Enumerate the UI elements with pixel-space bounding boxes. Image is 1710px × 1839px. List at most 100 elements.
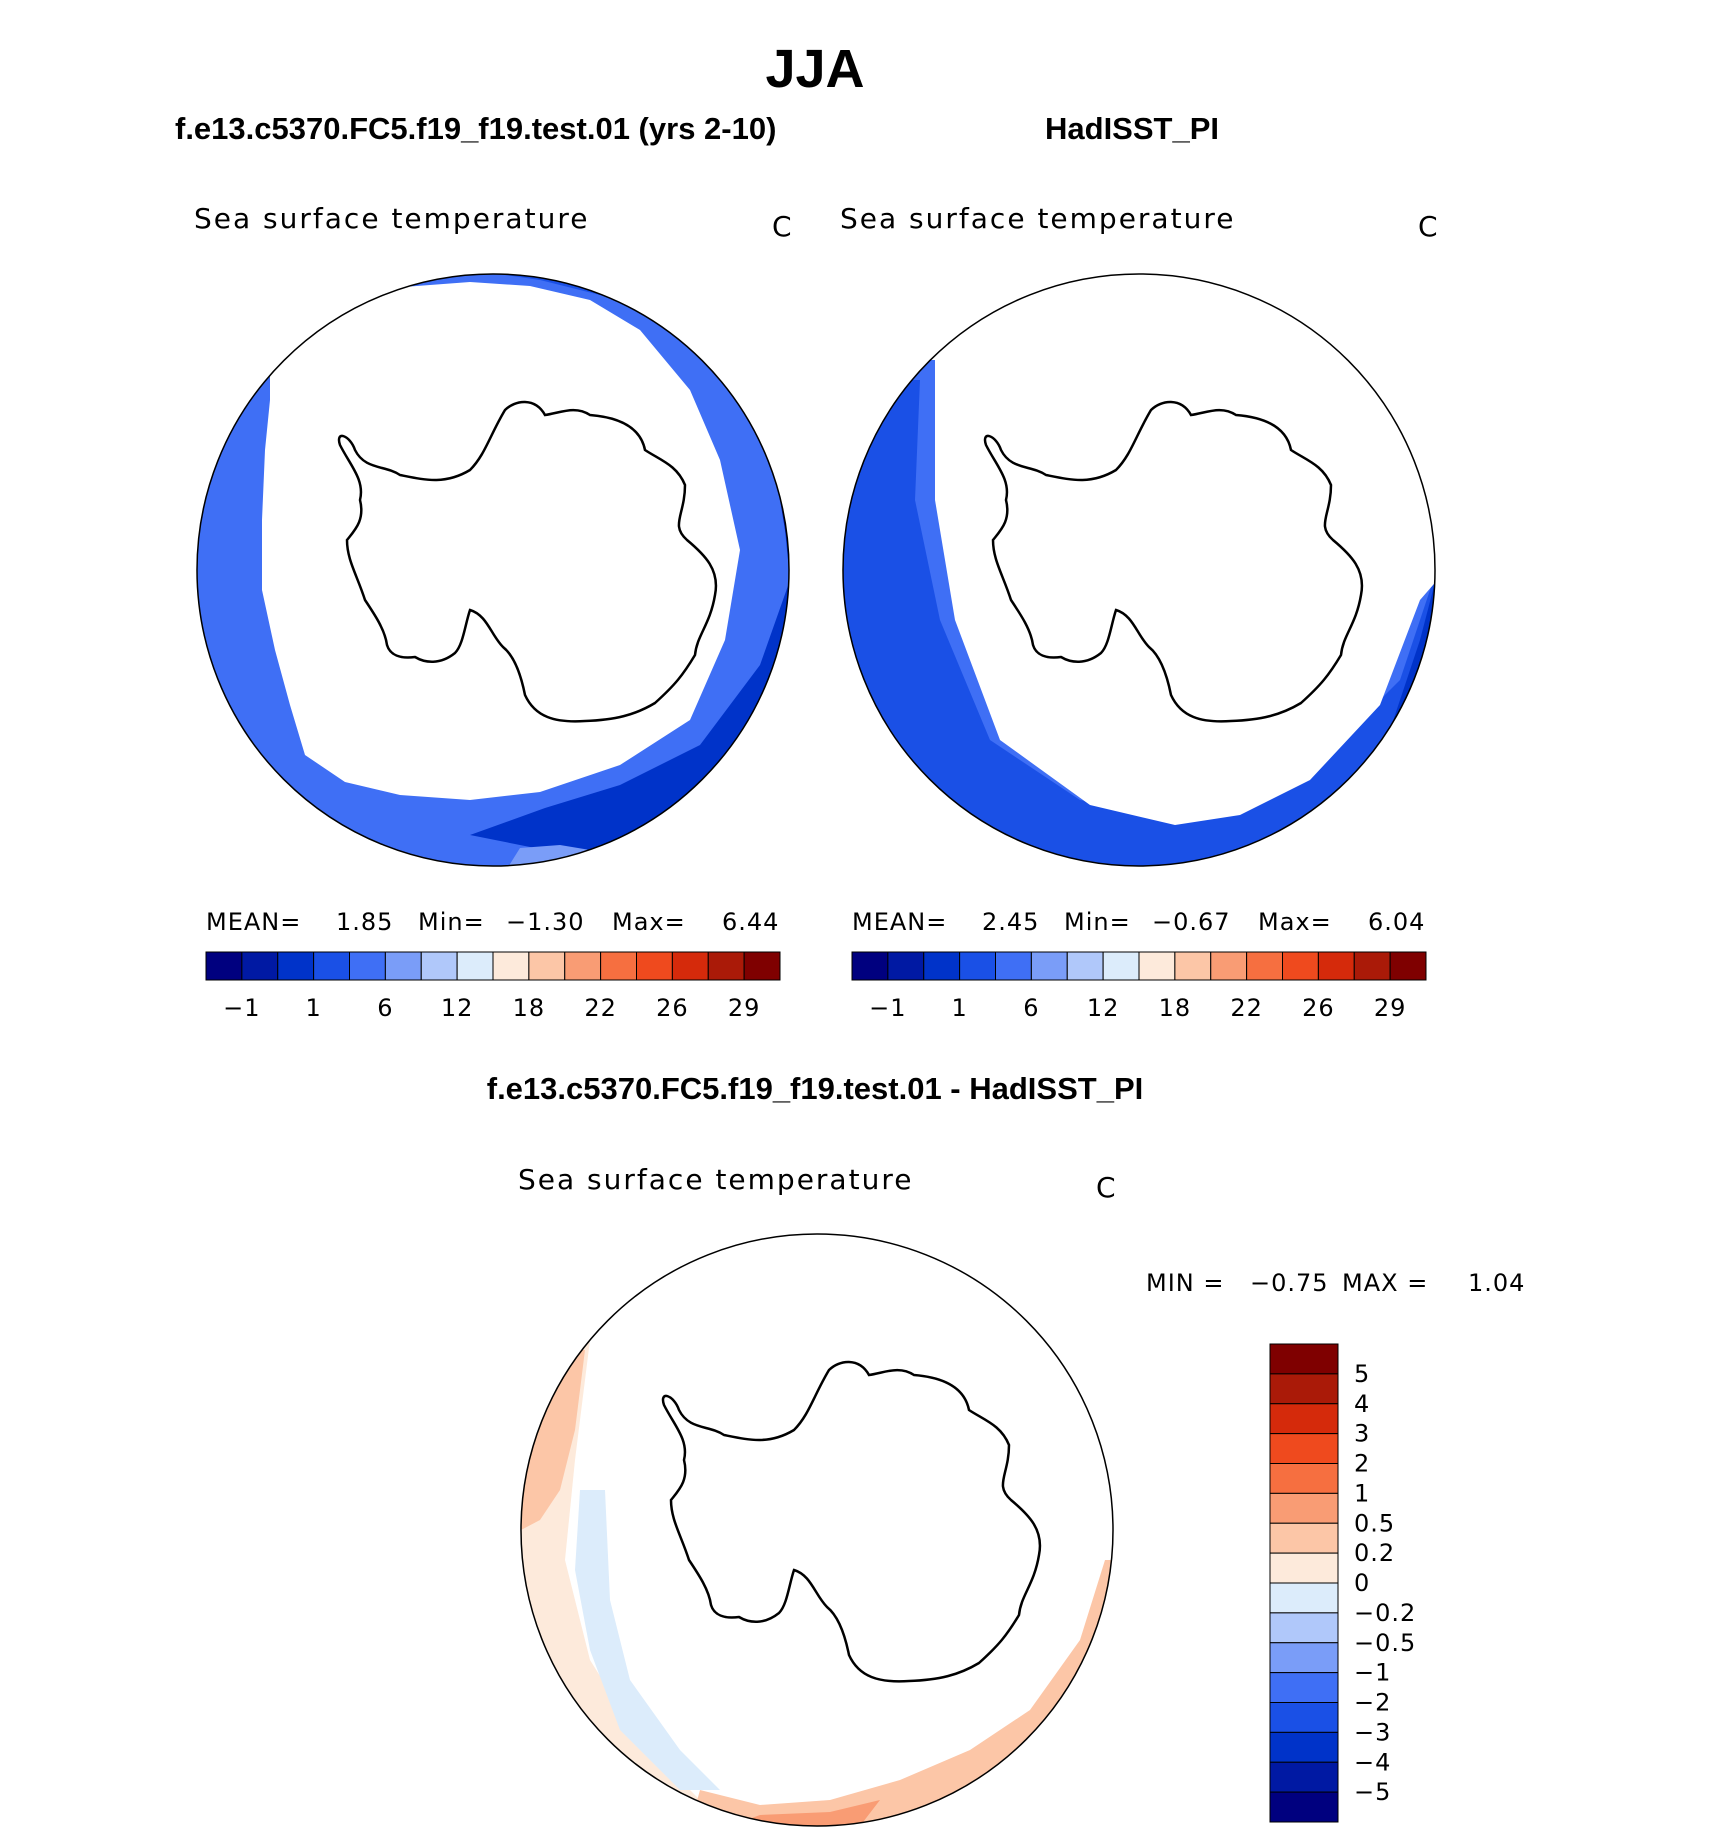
obs-mean-value: 2.45 — [982, 908, 1040, 936]
model-min-label: Min= — [418, 908, 485, 936]
obs-colorbar-swatch — [1174, 951, 1212, 981]
model-colorbar-swatch — [384, 951, 422, 981]
obs-units-label: C — [1418, 210, 1440, 243]
model-colorbar-tick-label: 22 — [584, 994, 617, 1022]
obs-colorbar-swatch — [1030, 951, 1068, 981]
obs-colorbar: −1 1 6 12 18 22 26 29 — [851, 951, 1427, 1022]
model-colorbar-swatch — [241, 951, 279, 981]
obs-max-label: Max= — [1258, 908, 1332, 936]
obs-colorbar-swatch — [959, 951, 996, 981]
model-max-value: 6.44 — [722, 908, 780, 936]
obs-min-value: −0.67 — [1152, 908, 1231, 936]
model-variable-label: Sea surface temperature — [194, 202, 590, 235]
difference-colorbar-tick-label: 1 — [1354, 1479, 1370, 1507]
model-warm-patch — [500, 845, 640, 866]
difference-colorbar-swatch — [1269, 1642, 1339, 1674]
obs-variable-label: Sea surface temperature — [840, 202, 1236, 235]
obs-map — [843, 274, 1435, 866]
difference-max-value: 1.04 — [1468, 1269, 1526, 1297]
difference-colorbar-swatch — [1269, 1761, 1339, 1793]
model-max-label: Max= — [612, 908, 686, 936]
obs-colorbar-tick-label: 6 — [1023, 994, 1039, 1022]
difference-colorbar-tick-label: −4 — [1354, 1748, 1391, 1776]
obs-colorbar-swatch — [887, 951, 925, 981]
difference-colorbar-swatch — [1269, 1343, 1339, 1375]
obs-sea-ice-mask — [905, 274, 1435, 825]
obs-min-label: Min= — [1064, 908, 1131, 936]
obs-colorbar-tick-label: 29 — [1374, 994, 1407, 1022]
model-colorbar-tick-label: 1 — [305, 994, 321, 1022]
difference-variable-label: Sea surface temperature — [518, 1163, 914, 1196]
obs-colorbar-tick-label: 1 — [951, 994, 967, 1022]
difference-colorbar-tick-label: −3 — [1354, 1718, 1391, 1746]
model-mean-value: 1.85 — [336, 908, 394, 936]
obs-colorbar-tick-label: 26 — [1302, 994, 1335, 1022]
difference-colorbar-swatch — [1269, 1403, 1339, 1435]
difference-panel-title: f.e13.c5370.FC5.f19_f19.test.01 - HadISS… — [486, 1071, 1144, 1106]
model-colorbar-tick-label: 26 — [656, 994, 689, 1022]
difference-colorbar-tick-label: 4 — [1354, 1390, 1370, 1418]
model-colorbar-swatch — [564, 951, 602, 981]
model-colorbar-tick-label: 12 — [441, 994, 474, 1022]
model-panel-title: f.e13.c5370.FC5.f19_f19.test.01 (yrs 2-1… — [175, 111, 777, 146]
model-map — [197, 274, 789, 866]
obs-colorbar-swatch — [1102, 951, 1140, 981]
model-colorbar-swatch — [456, 951, 494, 981]
difference-map-border — [520, 1233, 1114, 1827]
model-colorbar-swatch — [349, 951, 386, 981]
obs-colorbar-swatch — [1353, 951, 1391, 981]
model-mean-label: MEAN= — [206, 908, 302, 936]
difference-colorbar-swatch — [1269, 1433, 1339, 1464]
obs-colorbar-swatch — [1138, 951, 1176, 981]
obs-colorbar-swatch — [995, 951, 1032, 981]
difference-colorbar-tick-label: 2 — [1354, 1450, 1370, 1478]
obs-map-border — [842, 273, 1436, 867]
obs-mean-label: MEAN= — [852, 908, 948, 936]
difference-colorbar-swatch — [1269, 1791, 1339, 1823]
difference-colorbar-swatch — [1269, 1463, 1339, 1494]
difference-colorbar-tick-label: 0.2 — [1354, 1539, 1395, 1567]
difference-colorbar-tick-label: 0.5 — [1354, 1509, 1395, 1537]
obs-colorbar-swatch — [923, 951, 961, 981]
difference-colorbar-tick-label: 0 — [1354, 1569, 1370, 1597]
difference-weak-warm — [521, 1340, 760, 1826]
model-colorbar: −1 1 6 12 18 22 26 29 — [205, 951, 781, 1022]
model-min-value: −1.30 — [506, 908, 585, 936]
model-units-label: C — [772, 210, 794, 243]
difference-map — [521, 1234, 1113, 1826]
obs-max-value: 6.04 — [1368, 908, 1426, 936]
difference-colorbar-swatch — [1269, 1582, 1339, 1614]
difference-colorbar-tick-label: 5 — [1354, 1360, 1370, 1388]
difference-strong-warm — [730, 1800, 880, 1826]
model-map-border — [196, 273, 790, 867]
difference-max-label: MAX = — [1342, 1269, 1429, 1297]
difference-colorbar-tick-label: −2 — [1354, 1689, 1391, 1717]
obs-colorbar-swatch — [1246, 951, 1283, 981]
difference-cool-west — [575, 1490, 720, 1790]
model-colorbar-swatch — [205, 951, 243, 981]
model-colorbar-swatch — [707, 951, 745, 981]
difference-colorbar-tick-label: −5 — [1354, 1778, 1391, 1806]
obs-colorbar-tick-label: 12 — [1087, 994, 1120, 1022]
model-colorbar-swatch — [671, 951, 709, 981]
model-colorbar-swatch — [420, 951, 458, 981]
model-colorbar-swatch — [528, 951, 566, 981]
obs-colorbar-tick-label: −1 — [869, 994, 906, 1022]
obs-mid-band — [843, 380, 1435, 866]
model-colorbar-swatch — [600, 951, 637, 981]
difference-units-label: C — [1096, 1171, 1118, 1204]
model-colorbar-swatch — [492, 951, 530, 981]
difference-colorbar-swatch — [1269, 1522, 1339, 1554]
difference-colorbar-tick-label: −1 — [1354, 1659, 1391, 1687]
model-colorbar-tick-label: −1 — [223, 994, 260, 1022]
model-colorbar-swatch — [743, 951, 781, 981]
difference-colorbar-tick-label: −0.5 — [1354, 1629, 1416, 1657]
obs-colorbar-tick-label: 18 — [1159, 994, 1192, 1022]
difference-colorbar-tick-label: 3 — [1354, 1420, 1370, 1448]
model-colorbar-swatch — [313, 951, 350, 981]
model-colorbar-tick-label: 6 — [377, 994, 393, 1022]
model-colorbar-swatch — [636, 951, 673, 981]
figure-title: JJA — [765, 39, 865, 99]
